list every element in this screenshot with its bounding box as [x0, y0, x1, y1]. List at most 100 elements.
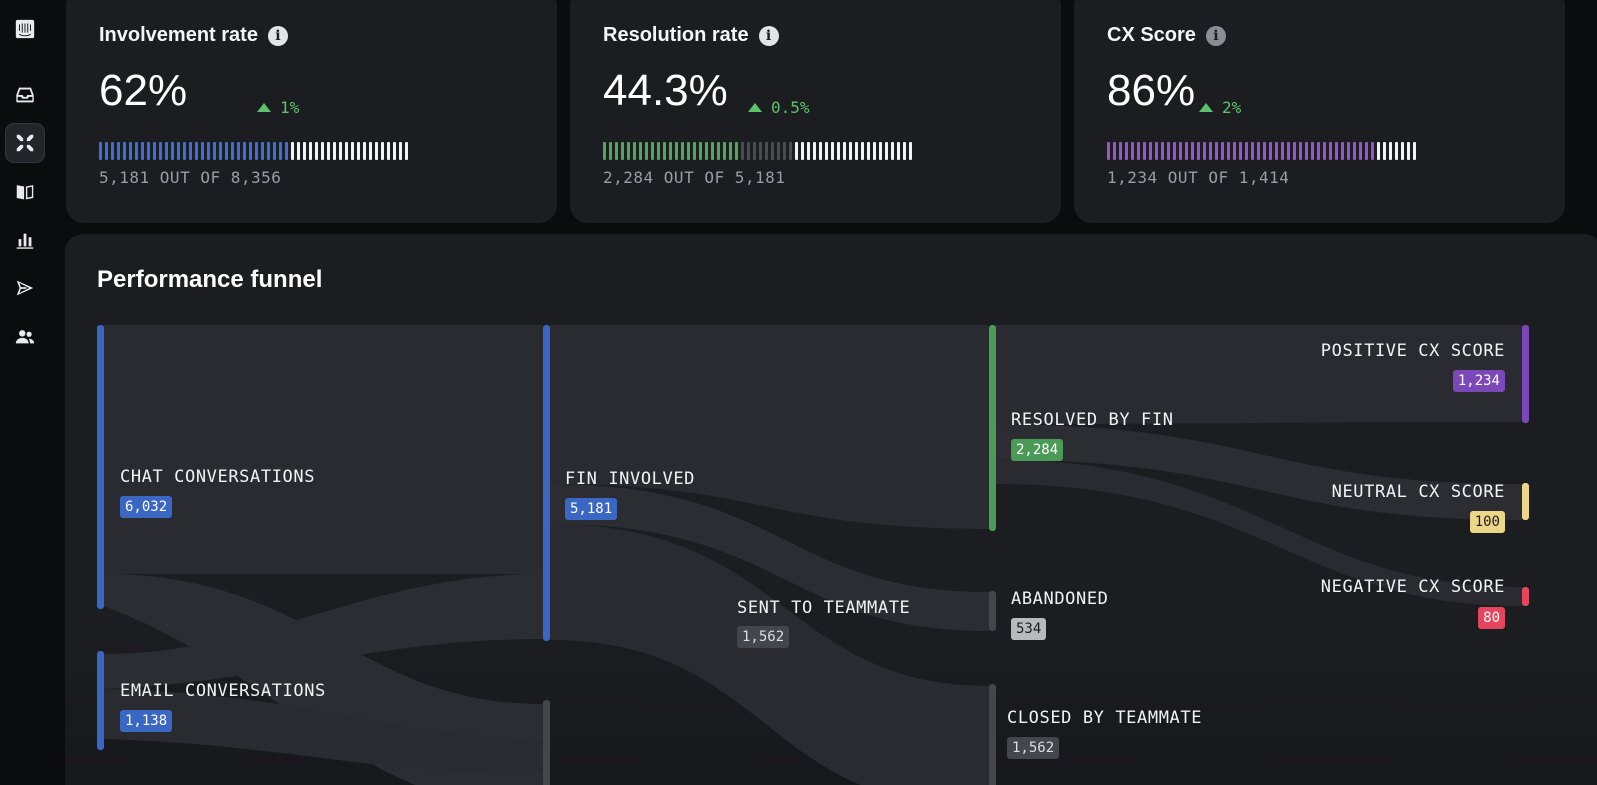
progress-tick: [339, 142, 342, 160]
progress-tick: [327, 142, 330, 160]
metric-subtitle: 1,234 OUT OF 1,414: [1107, 168, 1290, 187]
progress-tick: [1155, 142, 1158, 160]
progress-tick: [1317, 142, 1320, 160]
metric-delta: 0.5%: [748, 98, 810, 117]
contacts-people-icon[interactable]: [5, 317, 45, 357]
progress-tick: [705, 142, 708, 160]
progress-tick: [627, 142, 630, 160]
node-value-neutral-cx: 100: [1469, 511, 1505, 533]
progress-tick: [99, 142, 102, 160]
progress-tick: [1347, 142, 1350, 160]
progress-tick: [879, 142, 882, 160]
funnel-diagram: [97, 325, 1529, 785]
node-label-closed-by-teammate: CLOSED BY TEAMMATE: [1007, 708, 1203, 728]
progress-tick: [183, 142, 186, 160]
progress-tick: [357, 142, 360, 160]
info-icon[interactable]: i: [758, 25, 779, 46]
progress-tick: [1377, 142, 1380, 160]
progress-tick: [759, 142, 762, 160]
progress-tick: [1299, 142, 1302, 160]
progress-tick: [1407, 142, 1410, 160]
trend-up-icon: [748, 103, 762, 112]
fin-icon[interactable]: [5, 123, 45, 163]
progress-tick: [303, 142, 306, 160]
progress-tick: [633, 142, 636, 160]
progress-tick: [699, 142, 702, 160]
progress-tick: [177, 142, 180, 160]
progress-tick: [1365, 142, 1368, 160]
left-sidebar: [0, 0, 50, 785]
progress-tick: [1143, 142, 1146, 160]
metric-delta: 2%: [1199, 98, 1241, 117]
node-bar-resolved: [989, 325, 996, 531]
flow-resolved-to-neutral: [995, 424, 1522, 520]
progress-tick: [273, 142, 276, 160]
node-label-positive-cx: POSITIVE CX SCORE: [1320, 341, 1505, 361]
progress-tick: [603, 142, 606, 160]
card-title: CX Score i: [1107, 24, 1226, 47]
progress-tick: [681, 142, 684, 160]
progress-tick: [1131, 142, 1134, 160]
progress-tick: [789, 142, 792, 160]
progress-tick: [345, 142, 348, 160]
node-bar-negative: [1522, 587, 1529, 606]
progress-tick: [1341, 142, 1344, 160]
card-title: Resolution rate i: [603, 24, 779, 47]
progress-tick: [1245, 142, 1248, 160]
progress-tick: [1251, 142, 1254, 160]
flow-fin-to-sent: [550, 524, 989, 785]
flow-chat-to-fin: [103, 325, 543, 574]
node-label-abandoned: ABANDONED: [1011, 589, 1109, 609]
progress-tick: [1311, 142, 1314, 160]
progress-tick: [1161, 142, 1164, 160]
outbound-send-icon[interactable]: [5, 268, 45, 308]
progress-tick: [669, 142, 672, 160]
progress-tick: [249, 142, 252, 160]
inbox-icon[interactable]: [5, 75, 45, 115]
node-label-negative-cx: NEGATIVE CX SCORE: [1320, 577, 1505, 597]
progress-tick: [1359, 142, 1362, 160]
progress-tick: [1389, 142, 1392, 160]
progress-tick: [369, 142, 372, 160]
progress-tick: [375, 142, 378, 160]
progress-tick: [225, 142, 228, 160]
progress-tick: [777, 142, 780, 160]
metric-delta: 1%: [257, 98, 299, 117]
info-icon[interactable]: i: [1205, 25, 1226, 46]
progress-tick: [657, 142, 660, 160]
flow-email-to-fin: [103, 574, 543, 689]
progress-tick: [1113, 142, 1116, 160]
trend-up-icon: [257, 103, 271, 112]
progress-tick: [1149, 142, 1152, 160]
progress-tick: [147, 142, 150, 160]
progress-tick: [1119, 142, 1122, 160]
reports-chart-icon[interactable]: [5, 220, 45, 260]
progress-tick: [1239, 142, 1242, 160]
progress-tick: [729, 142, 732, 160]
progress-tick: [609, 142, 612, 160]
progress-tick: [1137, 142, 1140, 160]
progress-tick: [207, 142, 210, 160]
flow-resolved-to-negative: [995, 459, 1522, 606]
knowledge-book-icon[interactable]: [5, 172, 45, 212]
progress-tick: [1263, 142, 1266, 160]
progress-tick: [795, 142, 798, 160]
node-value-chat: 6,032: [120, 496, 173, 518]
progress-tick: [1269, 142, 1272, 160]
progress-tick: [309, 142, 312, 160]
progress-tick: [1197, 142, 1200, 160]
progress-tick: [693, 142, 696, 160]
progress-tick: [111, 142, 114, 160]
progress-tick: [771, 142, 774, 160]
progress-ticks: [99, 142, 408, 160]
flow-resolved-to-positive: [995, 325, 1522, 424]
progress-tick: [1329, 142, 1332, 160]
progress-tick: [1275, 142, 1278, 160]
progress-tick: [195, 142, 198, 160]
intercom-logo-icon[interactable]: [5, 9, 45, 49]
node-value-closed-by-teammate: 1,562: [1007, 737, 1060, 759]
progress-tick: [1221, 142, 1224, 160]
progress-tick: [909, 142, 912, 160]
info-icon[interactable]: i: [267, 25, 288, 46]
progress-tick: [117, 142, 120, 160]
